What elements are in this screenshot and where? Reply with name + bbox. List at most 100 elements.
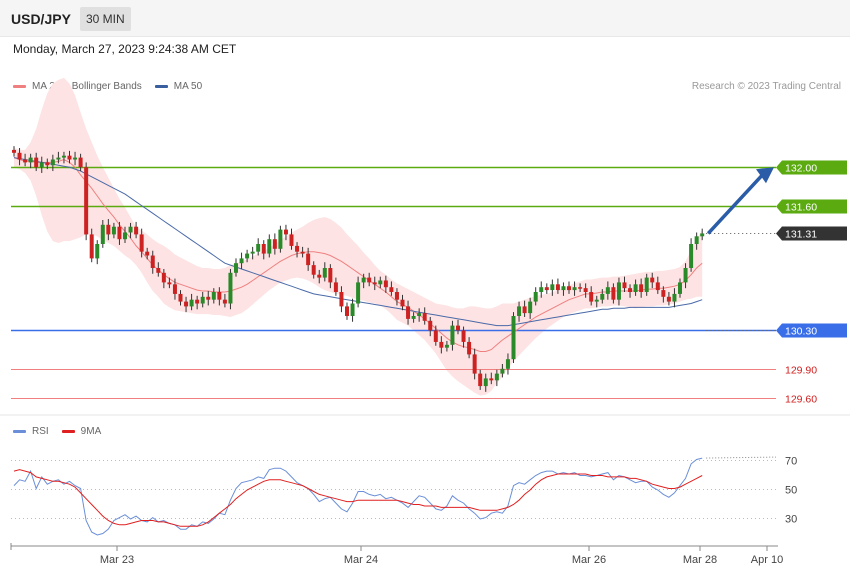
candle-body xyxy=(156,268,161,273)
level-label: 132.00 xyxy=(785,163,817,175)
candle-body xyxy=(239,258,244,264)
candle-body xyxy=(456,325,460,331)
x-tick-label: Apr 10 xyxy=(751,554,783,566)
candle-body xyxy=(472,354,477,374)
candle-body xyxy=(200,296,205,304)
candle-body xyxy=(73,157,78,160)
candle-body xyxy=(594,299,599,302)
candle-body xyxy=(28,157,33,163)
candle-body xyxy=(467,341,472,355)
candle-body xyxy=(222,299,227,304)
candle-body xyxy=(178,293,183,302)
candle-body xyxy=(117,226,122,240)
candle-body xyxy=(145,251,150,256)
candle-body xyxy=(600,293,605,300)
candle-body xyxy=(533,292,538,302)
candle-body xyxy=(45,162,50,166)
candle-body xyxy=(528,301,533,314)
candle-body xyxy=(644,277,649,292)
candle-body xyxy=(356,282,361,304)
candle-body xyxy=(134,226,139,235)
candle-body xyxy=(261,244,266,254)
candle-body xyxy=(505,359,510,369)
candle-body xyxy=(17,152,22,160)
candle-body xyxy=(433,330,438,342)
rsi-tick-label: 70 xyxy=(785,456,797,468)
candle-body xyxy=(589,292,594,302)
candle-body xyxy=(694,236,699,244)
candle-body xyxy=(161,272,166,283)
candle-body xyxy=(345,306,349,316)
level-label: 131.60 xyxy=(785,202,817,214)
candle-body xyxy=(139,234,144,252)
candle-body xyxy=(228,272,233,304)
candle-body xyxy=(411,316,416,319)
rsi-9ma-line xyxy=(13,469,703,527)
legend-item-ma20: MA 20 + Bollinger Bands xyxy=(13,81,142,92)
candle-body xyxy=(400,299,405,307)
candle-body xyxy=(245,253,250,259)
level-label: 129.60 xyxy=(785,394,817,406)
legend-item-rsi: RSI xyxy=(13,426,49,437)
candle-body xyxy=(34,157,39,168)
candle-body xyxy=(678,282,682,294)
candle-body xyxy=(555,284,560,291)
candle-body xyxy=(184,301,189,307)
candle-body xyxy=(89,234,94,259)
candle-body xyxy=(84,167,89,235)
candle-body xyxy=(300,251,305,254)
candle-body xyxy=(572,287,577,291)
candle-body xyxy=(217,292,222,300)
candle-body xyxy=(561,286,566,291)
interval-selector[interactable]: 30 MIN xyxy=(80,7,131,31)
candle-body xyxy=(12,149,16,153)
candle-body xyxy=(317,274,322,278)
candle-body xyxy=(295,245,300,252)
bollinger-band xyxy=(14,77,703,396)
candle-body xyxy=(583,288,588,292)
target-arrow-head xyxy=(756,167,774,184)
candle-body xyxy=(689,244,694,268)
candle-body xyxy=(461,330,466,342)
candle-body xyxy=(311,265,316,275)
candle-body xyxy=(478,373,483,387)
candle-body xyxy=(95,244,100,259)
candle-body xyxy=(289,234,294,246)
rsi-legend: RSI 9MA xyxy=(13,426,114,437)
legend-label-ma50: MA 50 xyxy=(173,81,203,92)
candle-body xyxy=(444,344,449,348)
candle-body xyxy=(128,226,133,233)
x-tick-label: Mar 24 xyxy=(344,554,378,566)
rsi-tick-label: 50 xyxy=(785,485,797,497)
candle-body xyxy=(611,287,616,300)
candle-body xyxy=(333,282,338,292)
candle-body xyxy=(256,244,261,252)
candle-body xyxy=(106,224,111,235)
candle-body xyxy=(428,320,433,331)
candle-body xyxy=(283,229,288,235)
candle-body xyxy=(67,155,72,160)
candle-body xyxy=(211,292,216,300)
candle-body xyxy=(189,299,194,307)
candle-body xyxy=(544,287,549,291)
candle-body xyxy=(450,325,455,345)
legend-label-rsi: RSI xyxy=(32,426,49,437)
candle-body xyxy=(367,277,372,283)
legend-swatch-rsi xyxy=(13,430,26,433)
level-label-box xyxy=(776,160,847,175)
candle-body xyxy=(206,296,211,300)
legend-label-9ma: 9MA xyxy=(80,426,102,437)
candle-body xyxy=(339,292,344,307)
candle-body xyxy=(350,303,355,316)
legend-item-ma50: MA 50 xyxy=(154,81,203,92)
chart-header-bar: USD/JPY 30 MIN xyxy=(0,0,850,37)
main-legend: MA 20 + Bollinger Bands MA 50 xyxy=(13,81,215,92)
candle-body xyxy=(666,296,671,302)
candle-body xyxy=(422,313,427,321)
candle-body xyxy=(23,159,28,163)
candle-body xyxy=(483,378,488,387)
candle-body xyxy=(56,157,61,160)
candle-body xyxy=(123,232,127,240)
candle-body xyxy=(383,280,388,288)
